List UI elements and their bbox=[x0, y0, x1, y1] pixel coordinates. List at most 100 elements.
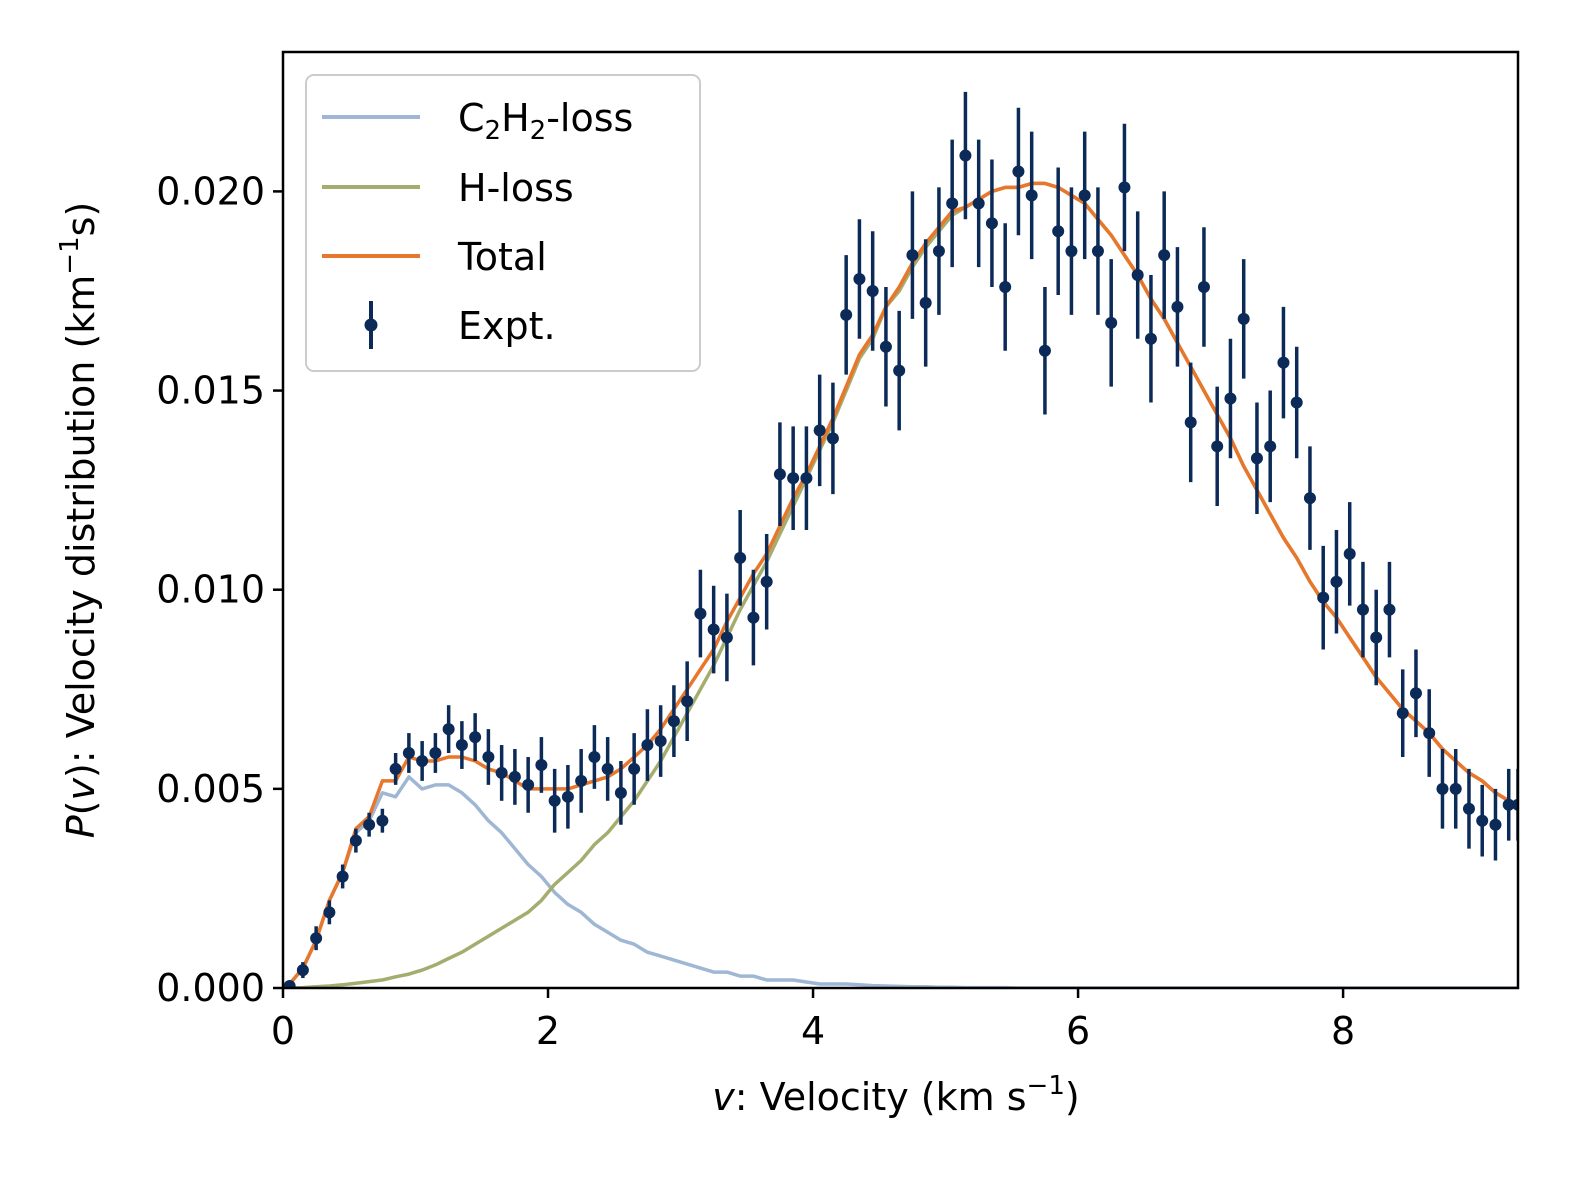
plot-frame bbox=[281, 50, 1520, 990]
legend-label-h-loss: H-loss bbox=[458, 166, 574, 210]
expt-point bbox=[1449, 782, 1462, 795]
expt-point bbox=[429, 747, 442, 760]
expt-point bbox=[641, 739, 654, 752]
expt-point bbox=[482, 750, 495, 763]
y-tick-label: 0.020 bbox=[156, 169, 265, 213]
legend-swatch-expt-marker bbox=[364, 318, 378, 332]
x-tick-label: 4 bbox=[801, 1009, 825, 1053]
expt-point bbox=[336, 870, 349, 883]
expt-point bbox=[1277, 356, 1290, 369]
expt-points bbox=[283, 91, 1518, 988]
expt-point bbox=[323, 906, 336, 919]
series-line-c2h2-loss bbox=[283, 775, 1518, 988]
expt-point bbox=[1409, 687, 1422, 700]
expt-point bbox=[893, 364, 906, 377]
expt-point bbox=[601, 762, 614, 775]
expt-point bbox=[363, 818, 376, 831]
x-tick-label: 6 bbox=[1066, 1009, 1090, 1053]
expt-point bbox=[1462, 802, 1475, 815]
expt-point bbox=[442, 723, 455, 736]
legend-box bbox=[305, 74, 701, 372]
expt-point bbox=[919, 296, 932, 309]
expt-point bbox=[1383, 603, 1396, 616]
expt-point bbox=[694, 607, 707, 620]
expt-point bbox=[1211, 440, 1224, 453]
expt-point bbox=[1502, 798, 1515, 811]
expt-point bbox=[1343, 547, 1356, 560]
expt-point bbox=[416, 754, 429, 767]
expt-point bbox=[985, 217, 998, 230]
expt-point bbox=[1065, 245, 1078, 258]
expt-point bbox=[1184, 416, 1197, 429]
expt-point bbox=[879, 340, 892, 353]
x-axis-title: v: Velocity (km s−1) bbox=[712, 1071, 1079, 1119]
expt-point bbox=[1171, 300, 1184, 313]
expt-point bbox=[1052, 225, 1065, 238]
expt-point bbox=[906, 249, 919, 262]
expt-point bbox=[734, 551, 747, 564]
expt-point bbox=[455, 739, 468, 752]
series-lines bbox=[283, 181, 1518, 988]
expt-point bbox=[946, 197, 959, 210]
expt-point bbox=[667, 715, 680, 728]
expt-point bbox=[402, 747, 415, 760]
expt-point bbox=[469, 731, 482, 744]
expt-point bbox=[866, 284, 879, 297]
expt-point bbox=[787, 472, 800, 485]
expt-point bbox=[1237, 312, 1250, 325]
expt-point bbox=[1423, 727, 1436, 740]
expt-point bbox=[1264, 440, 1277, 453]
expt-point bbox=[1105, 316, 1118, 329]
legend: C2H2-loss H-loss Total Expt. bbox=[305, 74, 701, 372]
expt-point bbox=[800, 472, 813, 485]
expt-point bbox=[999, 280, 1012, 293]
expt-point bbox=[535, 758, 548, 771]
expt-point bbox=[1512, 798, 1518, 811]
expt-point bbox=[575, 774, 588, 787]
expt-point bbox=[720, 631, 733, 644]
x-tick-label: 0 bbox=[271, 1009, 295, 1053]
expt-point bbox=[296, 964, 309, 977]
expt-point bbox=[773, 468, 786, 481]
expt-point bbox=[1370, 631, 1383, 644]
expt-point bbox=[840, 308, 853, 321]
y-tick-label: 0.015 bbox=[156, 369, 265, 413]
expt-point bbox=[495, 766, 508, 779]
expt-point bbox=[588, 750, 601, 763]
expt-point bbox=[376, 814, 389, 827]
expt-point bbox=[614, 786, 627, 799]
expt-point bbox=[1158, 249, 1171, 262]
expt-point bbox=[522, 778, 535, 791]
expt-point bbox=[1224, 392, 1237, 405]
expt-point bbox=[1396, 707, 1409, 720]
y-tick-label: 0.000 bbox=[156, 966, 265, 1010]
expt-point bbox=[628, 762, 641, 775]
expt-point bbox=[681, 695, 694, 708]
expt-point bbox=[1144, 332, 1157, 345]
expt-point bbox=[1091, 245, 1104, 258]
expt-point bbox=[932, 245, 945, 258]
expt-point bbox=[760, 575, 773, 588]
expt-point bbox=[959, 149, 972, 162]
expt-point bbox=[1038, 344, 1051, 357]
expt-point bbox=[1012, 165, 1025, 178]
y-axis-title: P(v): Velocity distribution (km−1s) bbox=[55, 202, 103, 839]
y-axis-ticks: 0.000 0.005 0.010 0.015 0.020 bbox=[156, 169, 283, 1010]
legend-label-expt: Expt. bbox=[458, 304, 556, 348]
expt-point bbox=[1290, 396, 1303, 409]
expt-point bbox=[654, 735, 667, 748]
series-line-total bbox=[283, 181, 1518, 988]
expt-point bbox=[813, 424, 826, 437]
x-tick-label: 2 bbox=[536, 1009, 560, 1053]
expt-point bbox=[1250, 452, 1263, 465]
expt-point bbox=[707, 623, 720, 636]
x-axis-ticks: 0 2 4 6 8 bbox=[271, 988, 1355, 1053]
y-tick-label: 0.010 bbox=[156, 568, 265, 612]
expt-point bbox=[1489, 818, 1502, 831]
expt-point bbox=[826, 432, 839, 445]
expt-point bbox=[561, 790, 574, 803]
expt-point bbox=[548, 794, 561, 807]
x-tick-label: 8 bbox=[1331, 1009, 1355, 1053]
y-tick-label: 0.005 bbox=[156, 767, 265, 811]
